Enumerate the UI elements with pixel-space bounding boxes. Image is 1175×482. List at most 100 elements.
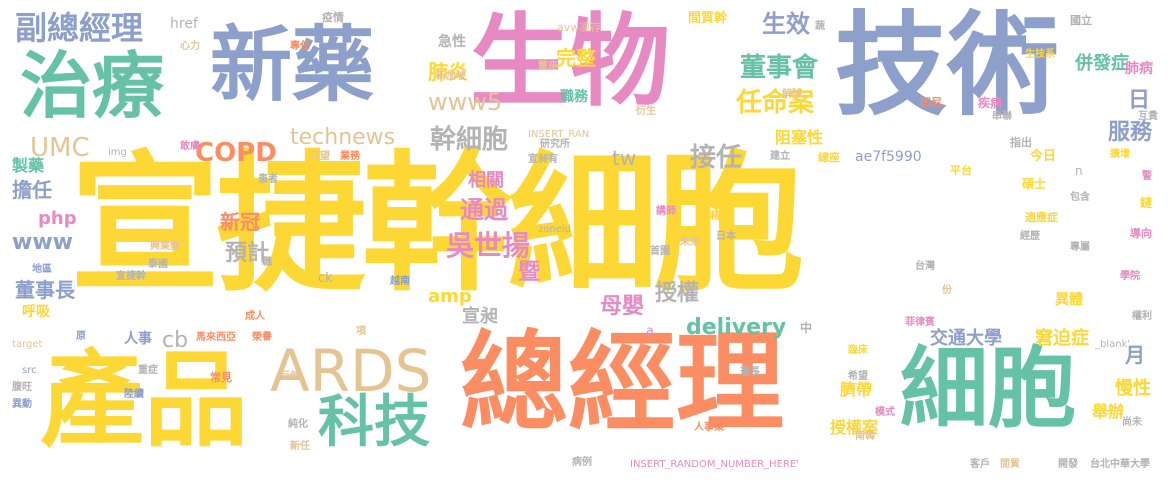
word-chunghua-univ: 台北中華大學 [1090,459,1150,470]
word-vegetable: 蔬 [815,21,825,32]
word-day: 日 [1128,88,1151,113]
word-item: 項 [356,326,366,337]
word-personnel-case: 人事案 [694,422,724,433]
word-national: 國立 [1070,14,1092,27]
word-biology: 生物 [470,3,670,120]
word-img: img [108,147,127,158]
word-master: 碩士 [1022,177,1047,191]
word-src: src [22,365,37,376]
word-honor: 榮譽 [252,332,272,343]
word-chronic: 慢性 [1115,378,1151,399]
word-philippines: 菲律賓 [905,317,935,328]
word-stem-cell: 幹細胞 [430,125,509,155]
word-insert-ran: INSERT_RAN [528,129,590,140]
word-not-yet: 尚未 [1122,417,1142,428]
word-indication: 適應症 [1025,211,1058,224]
word-product: 產品 [40,339,249,461]
word-clinical: 臨床 [848,345,868,356]
word-exclusive: 專屬 [1070,242,1090,253]
word-duty-short: 職 [262,257,272,268]
word-adult: 成人 [245,311,265,322]
word-wu-shiyang: 吳世揚 [446,229,531,262]
word-succeed: 接任 [690,143,743,173]
word-effective: 生效 [762,10,810,38]
word-develop: 開發 [1058,459,1078,470]
word-complication: 併發症 [1075,53,1129,74]
word-chairman-abbr: 董座 [538,61,558,72]
word-covid: 新冠 [220,210,260,234]
word-new-drug: 新藥 [210,18,375,113]
word-source: 來源 [695,197,715,208]
word-a: a [646,324,654,339]
word-chairman: 董事長 [15,278,75,302]
word-deputy-gm: 副總經理 [15,9,144,47]
word-establish: 建立 [770,151,790,162]
word-chain: 鏈 [1140,196,1153,210]
word-and: 暨 [518,260,541,285]
word-mutual: 互貴 [1138,111,1158,122]
word-expected: 預計 [225,241,270,266]
word-severe: 重症 [138,365,158,376]
word-customer: 客戶 [970,459,990,470]
word-expand: 擴增 [1110,149,1130,160]
word-tw: tw [612,146,637,170]
word-umc: UMC [30,133,90,163]
word-point-out: 指出 [1010,136,1032,149]
word-middle: 中 [800,321,813,335]
word-technews: technews [290,125,396,150]
word-grad-school: 研究所 [540,139,570,150]
word-patient: 患者 [258,174,278,185]
word-oriented: 導向 [1130,227,1152,240]
word-epidemic: 疫情 [322,11,344,24]
word-maternal: 母嬰 [600,294,645,319]
word-personnel: 人事 [124,331,152,347]
word-n: n [1075,164,1083,178]
word-south-korea: 南韓 [855,431,875,442]
word-mesenchymal-stem: 間質幹 [688,11,728,26]
word-duty: 職務 [560,89,588,105]
word-www5: www5 [428,88,503,116]
word-region: 地區 [32,264,52,275]
word-coo: 運長 [740,367,760,378]
word-copd: COPD [195,138,277,168]
word-pharma: 製藥 [12,156,45,175]
word-heart: 心力 [180,41,200,52]
word-complete: 完整 [556,46,596,70]
word-distress: 窘迫症 [1035,328,1089,349]
word-blank: _blank' [1095,339,1131,350]
word-general-manager: 總經理 [460,321,785,446]
word-chiao-tung: 交通大學 [930,328,1002,349]
word-alert: 警 [1142,171,1152,182]
word-indonesia: 印尼 [920,96,942,109]
word-release: 解除 [782,89,802,100]
word-obstructive: 阻塞性 [775,128,824,147]
word-authorization: 授權 [655,281,700,306]
word-experience: 經歷 [1020,231,1040,242]
word-ceo-abbr: 總座 [818,151,840,164]
word-purify: 純化 [288,419,308,430]
word-platform: 平台 [950,164,972,177]
word-treatment: 治療 [20,44,165,128]
word-host: 舉辦 [1092,402,1125,421]
word-vietnam: 越南 [390,276,410,287]
word-ck: ck [318,271,333,286]
word-cases: 病例 [572,457,592,468]
word-delivery: delivery [686,315,787,340]
word-auth-case: 授權案 [830,418,879,437]
word-hash: ae7f5990 [855,149,922,165]
word-portion: 份 [942,285,952,296]
word-insert-random: INSERT_RANDOM_NUMBER_HERE' [630,459,799,470]
word-serve-as: 擔任 [12,178,52,202]
word-breathe: 呼吸 [22,304,50,320]
word-service: 服務 [1108,120,1153,145]
word-cell: 細胞 [900,337,1077,440]
word-target: target [12,339,43,350]
word-japan: 日本 [716,231,736,242]
word-capital: 首園 [650,246,670,257]
word-amp: amp [428,286,472,307]
word-xuanjie-abbr: 宣捷幹 [116,271,146,282]
word-www: www [12,230,73,255]
word-new-appointee: 新任 [290,441,310,452]
word-href: href [170,16,198,32]
